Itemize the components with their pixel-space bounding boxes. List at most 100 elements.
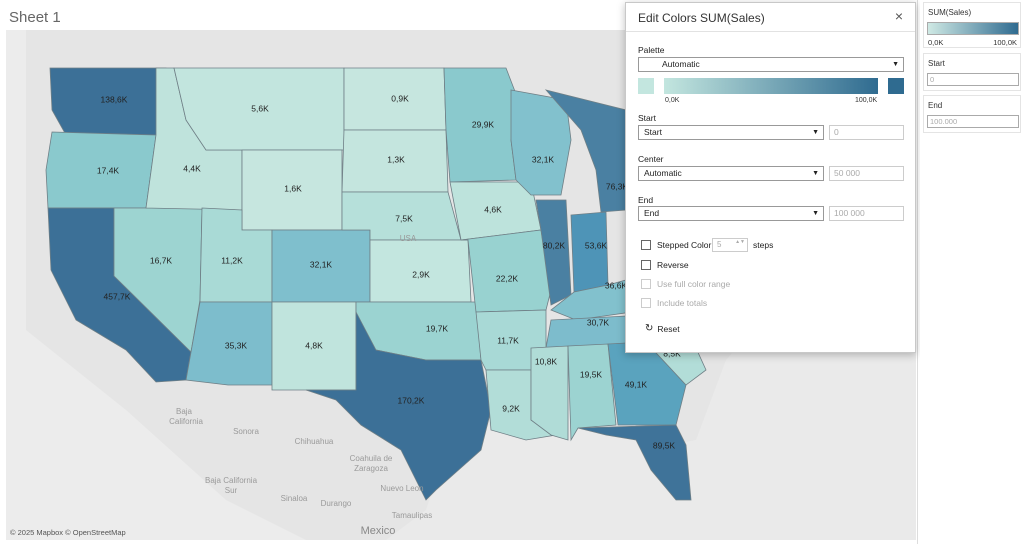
include-totals-checkbox	[641, 298, 651, 308]
geo-label-california: California	[169, 417, 203, 426]
start-card-title: Start	[928, 59, 945, 68]
state-label-sc: 8,5K	[663, 348, 681, 358]
start-parameter-input[interactable]: 0	[927, 73, 1019, 86]
state-label-fl: 89,5K	[653, 440, 676, 450]
start-number-field[interactable]: 0	[829, 125, 904, 140]
state-texas[interactable]	[305, 311, 492, 501]
palette-label: Palette	[638, 45, 665, 55]
state-florida[interactable]	[577, 424, 692, 501]
reverse-label: Reverse	[657, 260, 689, 270]
color-legend-card[interactable]: SUM(Sales) 0,0K 100,0K	[923, 2, 1021, 48]
end-number-field[interactable]: 100 000	[829, 206, 904, 221]
state-label-wa: 138,6K	[101, 94, 128, 104]
state-label-ar: 11,7K	[497, 335, 519, 345]
state-label-wi: 32,1K	[532, 154, 555, 164]
stepped-color-checkbox[interactable]	[641, 240, 651, 250]
state-illinois[interactable]	[535, 199, 572, 306]
state-label-in: 53,6K	[585, 240, 608, 250]
state-label-mt: 5,6K	[251, 103, 269, 113]
end-value: End	[644, 208, 660, 218]
center-dropdown[interactable]: Automatic ▼	[638, 166, 824, 181]
legend-max-label: 100,0K	[993, 38, 1017, 47]
state-label-or: 17,4K	[97, 165, 120, 175]
palette-dropdown[interactable]: Automatic ▼	[638, 57, 904, 72]
chevron-down-icon: ▼	[812, 210, 819, 217]
state-label-ia: 4,6K	[484, 204, 502, 214]
country-label-usa: USA	[400, 234, 417, 243]
geo-label-sinaloa: Sinaloa	[281, 494, 308, 503]
map-attribution[interactable]: © 2025 Mapbox © OpenStreetMap	[10, 528, 126, 537]
center-value: Automatic	[644, 168, 682, 178]
start-dropdown[interactable]: Start ▼	[638, 125, 824, 140]
chevron-down-icon: ▼	[812, 129, 819, 136]
legend-min-label: 0,0K	[928, 38, 944, 47]
dialog-divider	[626, 31, 915, 32]
include-totals-label: Include totals	[657, 298, 708, 308]
country-label-mexico: Mexico	[361, 525, 396, 537]
center-number-field[interactable]: 50 000	[829, 166, 904, 181]
geo-label-sur: Sur	[225, 486, 238, 495]
sheet-title: Sheet 1	[9, 9, 61, 26]
state-label-ca: 457,7K	[104, 291, 131, 301]
color-ramp	[664, 78, 878, 94]
state-label-nv: 16,7K	[150, 255, 173, 265]
state-label-mo: 22,2K	[496, 273, 519, 283]
state-label-tn: 30,7K	[587, 317, 610, 327]
steps-stepper[interactable]: 5 ▲▼	[712, 238, 748, 252]
reverse-checkbox[interactable]	[641, 260, 651, 270]
state-label-wy: 1,6K	[284, 183, 302, 193]
palette-value: Automatic	[662, 59, 700, 69]
stepper-arrows-icon[interactable]: ▲▼	[735, 239, 745, 245]
state-label-tx: 170,2K	[398, 395, 425, 405]
state-label-ms: 10,8K	[535, 356, 558, 366]
state-indiana[interactable]	[570, 211, 609, 293]
state-label-co: 32,1K	[310, 259, 333, 269]
end-parameter-card: End 100.000	[923, 95, 1021, 133]
geo-label-baja-california: Baja California	[205, 476, 258, 485]
reset-button[interactable]: ↻ Reset	[645, 323, 680, 334]
edit-colors-dialog: Edit Colors SUM(Sales) × Palette Automat…	[625, 2, 916, 353]
geo-label-zaragoza: Zaragoza	[354, 464, 388, 473]
geo-label-baja: Baja	[176, 407, 193, 416]
end-color-swatch[interactable]	[888, 78, 904, 94]
state-label-az: 35,3K	[225, 340, 248, 350]
start-value: Start	[644, 127, 662, 137]
geo-label-durango: Durango	[321, 499, 352, 508]
legend-title: SUM(Sales)	[928, 8, 972, 17]
legend-color-ramp	[927, 22, 1019, 35]
chevron-down-icon: ▼	[892, 61, 899, 68]
geo-label-sonora: Sonora	[233, 427, 259, 436]
state-label-ky: 36,6K	[605, 280, 628, 290]
close-icon[interactable]: ×	[894, 8, 904, 24]
state-missouri[interactable]	[460, 229, 552, 313]
ocean-area	[6, 30, 306, 540]
ramp-min-label: 0,0K	[665, 97, 680, 104]
right-panel: SUM(Sales) 0,0K 100,0K Start 0 End 100.0…	[920, 0, 1024, 544]
end-label: End	[638, 195, 654, 205]
state-alabama[interactable]	[567, 343, 617, 442]
reverse-option[interactable]: Reverse	[641, 260, 689, 270]
start-color-swatch[interactable]	[638, 78, 654, 94]
state-label-ne: 7,5K	[395, 213, 413, 223]
state-label-ut: 11,2K	[221, 255, 243, 265]
start-parameter-card: Start 0	[923, 53, 1021, 91]
chevron-down-icon: ▼	[812, 170, 819, 177]
include-totals-option: Include totals	[641, 298, 707, 308]
state-label-sd: 1,3K	[387, 154, 405, 164]
end-parameter-input[interactable]: 100.000	[927, 115, 1019, 128]
reset-label: Reset	[657, 323, 680, 334]
reset-icon: ↻	[645, 323, 654, 334]
end-dropdown[interactable]: End ▼	[638, 206, 824, 221]
geo-label-coahuila: Coahuila de	[350, 454, 393, 463]
steps-value: 5	[717, 240, 722, 249]
stepped-color-label: Stepped Color	[657, 240, 712, 250]
full-range-option: Use full color range	[641, 279, 730, 289]
state-label-ks: 2,9K	[412, 269, 430, 279]
state-mississippi[interactable]	[530, 345, 569, 441]
center-label: Center	[638, 154, 664, 164]
state-label-id: 4,4K	[183, 163, 201, 173]
state-label-ga: 49,1K	[625, 379, 648, 389]
ramp-max-label: 100,0K	[855, 97, 878, 104]
steps-label: steps	[753, 240, 774, 250]
stepped-color-option[interactable]: Stepped Color	[641, 240, 711, 250]
